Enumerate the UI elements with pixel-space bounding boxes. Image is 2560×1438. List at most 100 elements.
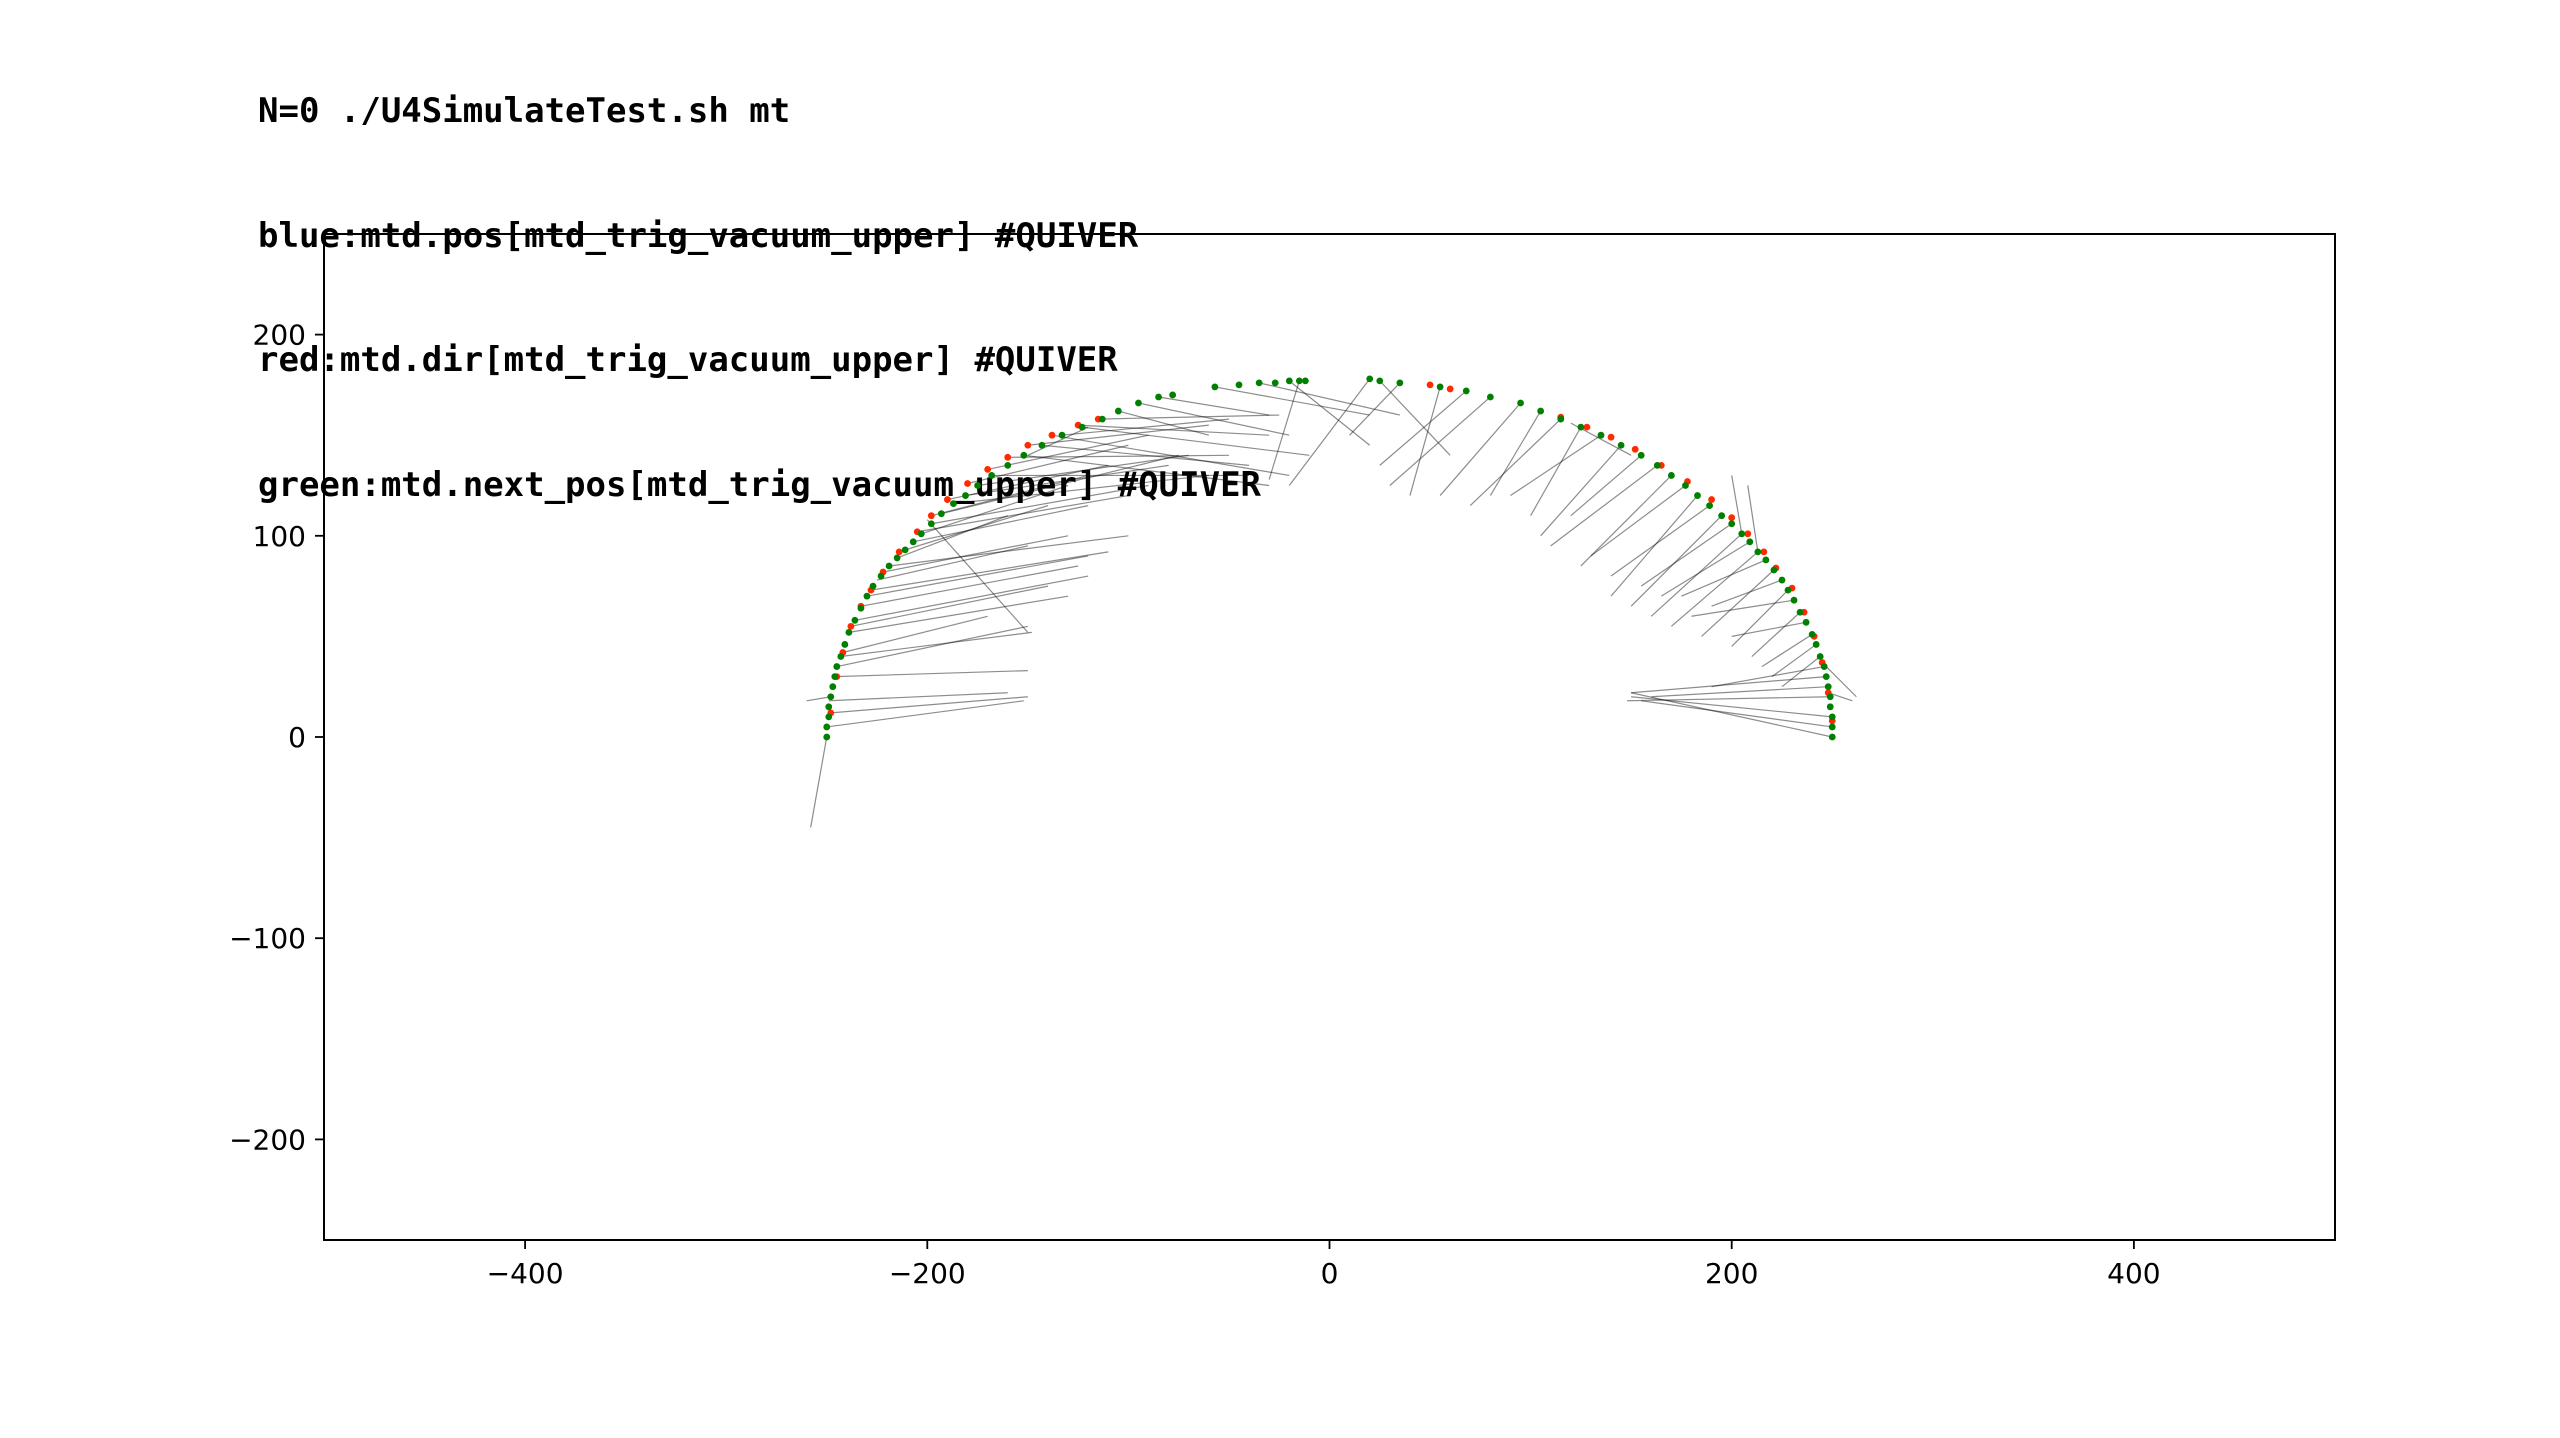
next_pos-point [1784,586,1792,594]
quiver-segment [947,464,1109,501]
next_pos-point [1667,472,1675,479]
dir-point [1631,445,1639,453]
axes-frame [323,233,2336,1241]
quiver-segment [860,565,1079,607]
dir-point [1607,433,1615,441]
quiver-segment [1771,643,1817,678]
x-tick-label: −200 [889,1257,966,1290]
next_pos-point [1746,538,1754,546]
next_pos-point [1255,379,1263,387]
next_pos-point [901,546,909,554]
dir-point [1744,530,1752,538]
next_pos-point [1436,383,1444,391]
next_pos-point [1796,608,1804,616]
dir-point [1426,381,1434,389]
quiver-segment [1469,418,1562,507]
dir-point [1446,385,1454,393]
quiver-segment [1641,700,1833,728]
next_pos-point [1020,451,1028,459]
next_pos-point [937,510,945,518]
dir-point [1708,496,1715,503]
next_pos-point [927,520,935,528]
axes-layer: −400 −200 0 200 400 200 100 0 −100 −200 [229,233,2336,1290]
next_pos-point [1824,683,1832,691]
next_pos-point [962,492,969,499]
quiver-segment [1349,382,1401,436]
next_pos-point [950,500,957,508]
quiver-segment [1670,551,1759,627]
quiver-segment [1118,410,1209,436]
quiver-segment [1078,424,1270,436]
next_pos-point [1653,461,1661,469]
quiver-segment [842,615,988,654]
next_pos-point [1462,387,1470,395]
next_pos-point [1738,530,1746,538]
next_pos-point [1828,713,1836,721]
y-tick-label: −200 [229,1123,306,1156]
next_pos-point [1682,482,1689,489]
next_pos-point [1826,703,1834,711]
quiver-segment [1691,599,1795,617]
quiver-segment [1731,475,1743,534]
quiver-segment [806,696,831,702]
next_pos-point [885,562,893,570]
next_pos-point [1808,630,1816,638]
quiver-segment [882,535,1069,573]
next_pos-point [1155,393,1162,401]
dir-point [847,622,855,630]
quiver-segment [1027,426,1089,456]
x-tick-label: 0 [1321,1257,1339,1290]
quiver-segment [1061,418,1230,436]
quiver-segment [1681,559,1767,597]
next_pos-point [1820,663,1828,670]
quiver-segment [1610,495,1698,597]
next_pos-point [1169,391,1177,399]
quiver-segment [1258,382,1401,416]
quiver-segment [1041,444,1250,466]
quiver-segment [1550,464,1658,547]
next_pos-point [1098,415,1106,423]
next_pos-point [825,703,833,711]
dir-point [1024,441,1032,449]
quiver-segment [1731,589,1789,647]
quiver-segment [1631,692,1833,738]
quiver-segment [830,696,1028,714]
next_pos-point [1004,461,1012,469]
quiver-segment [1627,696,1831,702]
quiver-segment [921,484,1069,535]
quiver-segment [854,575,1089,621]
title-line-green-series: green:mtd.next_pos[mtd_trig_vacuum_upper… [258,464,1262,505]
quiver-segment [1389,396,1491,486]
next_pos-point [851,616,859,624]
quiver-segment [1731,621,1807,637]
quiver-segment [1630,515,1723,607]
next_pos-point [1802,618,1810,626]
dir-point [984,466,992,473]
next_pos-point [1822,673,1830,681]
quiver-segment [866,555,1089,597]
next_pos-point [825,713,833,721]
quiver-segment [1711,579,1783,607]
next_pos-point [1828,723,1836,731]
next_pos-point [845,628,853,636]
x-tick-label: 400 [2107,1257,2160,1290]
y-tick-label: 200 [253,319,306,352]
quiver-segment [1082,426,1310,456]
next_pos-point [841,641,849,648]
next_pos-point [1114,407,1122,415]
quiver-segment [1489,410,1542,496]
next_pos-point [1366,375,1374,383]
next_pos-point [823,723,831,731]
dir-point [1583,423,1591,431]
dir-point [1760,548,1768,556]
quiver-segment [917,494,1129,533]
quiver-segment [1023,454,1270,487]
next_pos-point [1517,399,1524,407]
quiver-segment [896,515,1008,559]
dir-point [944,496,951,503]
next_pos-point [1637,451,1645,459]
quiver-segment [1007,454,1229,458]
next_pos-point [1301,377,1309,385]
quiver-segment [905,505,1049,551]
